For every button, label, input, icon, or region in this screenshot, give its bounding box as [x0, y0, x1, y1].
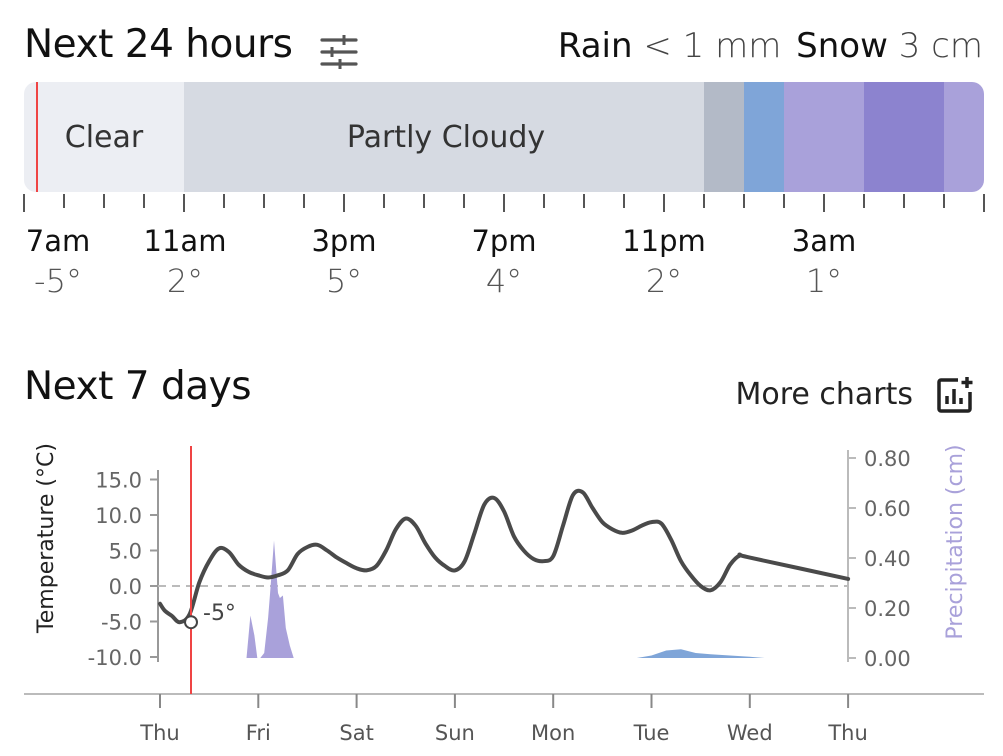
rain-value: < 1 mm — [643, 26, 782, 66]
y-tick-label: 5.0 — [109, 540, 142, 564]
current-time-marker — [36, 82, 38, 192]
hour-forecast: 11am 2° — [132, 224, 238, 300]
hour-temp: 4° — [485, 262, 523, 300]
hour-temp: 2° — [166, 262, 204, 300]
rain-label: Rain — [557, 26, 633, 66]
y-tick-label: 0.0 — [109, 575, 142, 599]
x-tick-label: Thu — [139, 721, 179, 745]
y2-tick-label: 0.60 — [864, 497, 911, 521]
x-tick-label: Fri — [246, 721, 271, 745]
condition-segment-snow[interactable] — [864, 82, 944, 192]
hour-temp: 2° — [645, 262, 683, 300]
y2-tick-label: 0.00 — [864, 647, 911, 671]
hour-ticks — [23, 194, 985, 212]
y2-tick-label: 0.20 — [864, 597, 911, 621]
y-tick-label: 10.0 — [95, 504, 142, 528]
x-tick-label: Sat — [339, 721, 373, 745]
next-7-days-title: Next 7 days — [24, 364, 252, 409]
y2-axis-label: Precipitation (cm) — [943, 444, 968, 639]
x-tick-label: Tue — [633, 721, 670, 745]
x-tick-label: Sun — [435, 721, 475, 745]
hour-temp: 5° — [325, 262, 363, 300]
hour-time: 11pm — [622, 224, 706, 258]
snow-area — [246, 540, 298, 658]
more-charts-link[interactable]: More charts — [735, 377, 913, 412]
x-tick-label: Wed — [727, 721, 773, 745]
condition-segment-cloudy[interactable] — [704, 82, 744, 192]
condition-segment-rain[interactable] — [744, 82, 784, 192]
precipitation-summary: Rain < 1 mm Snow 3 cm — [558, 26, 983, 66]
conditions-bar: Clear Partly Cloudy — [24, 82, 984, 192]
condition-segment-clear[interactable]: Clear — [24, 82, 184, 192]
current-temp-marker — [184, 615, 198, 630]
snow-value: 3 cm — [898, 26, 983, 66]
hour-forecast: 3am 1° — [774, 224, 874, 300]
hour-time: 3pm — [311, 224, 377, 258]
hour-time: 3am — [791, 224, 857, 258]
sliders-icon[interactable] — [318, 32, 360, 72]
hour-temp: 1° — [805, 262, 843, 300]
hour-time: 7am — [25, 224, 91, 258]
hour-temp: -5° — [34, 262, 82, 300]
temperature-line — [158, 488, 851, 625]
condition-segment-partly-cloudy[interactable]: Partly Cloudy — [184, 82, 704, 192]
rain-area — [636, 649, 765, 658]
current-temp-label: -5° — [203, 601, 236, 626]
hour-time: 7pm — [471, 224, 537, 258]
hour-forecast: 7pm 4° — [454, 224, 554, 300]
y-tick-label: -10.0 — [88, 646, 142, 670]
condition-label: Clear — [64, 119, 144, 155]
y2-tick-label: 0.80 — [864, 447, 911, 471]
seven-day-chart: 15.0 10.0 5.0 0.0 -5.0 -10.0 0.80 0.60 0.40 0.20 0… — [24, 443, 984, 745]
snow-label: Snow — [796, 26, 888, 66]
x-tick-label: Mon — [531, 721, 575, 745]
y-axis-label: Temperature (°C) — [34, 443, 59, 634]
x-tick-label: Thu — [827, 721, 867, 745]
hour-forecast: 11pm 2° — [608, 224, 720, 300]
hour-time: 11am — [143, 224, 227, 258]
condition-label: Partly Cloudy — [346, 119, 546, 155]
add-chart-icon[interactable] — [936, 376, 974, 414]
hour-forecast: 3pm 5° — [294, 224, 394, 300]
y-tick-label: 15.0 — [95, 469, 142, 493]
condition-segment-light-snow[interactable] — [944, 82, 984, 192]
y-tick-label: -5.0 — [101, 611, 142, 635]
condition-segment-light-snow[interactable] — [784, 82, 864, 192]
y2-tick-label: 0.40 — [864, 547, 911, 571]
hour-forecast: 7am -5° — [10, 224, 106, 300]
next-24-hours-title: Next 24 hours — [24, 22, 293, 67]
